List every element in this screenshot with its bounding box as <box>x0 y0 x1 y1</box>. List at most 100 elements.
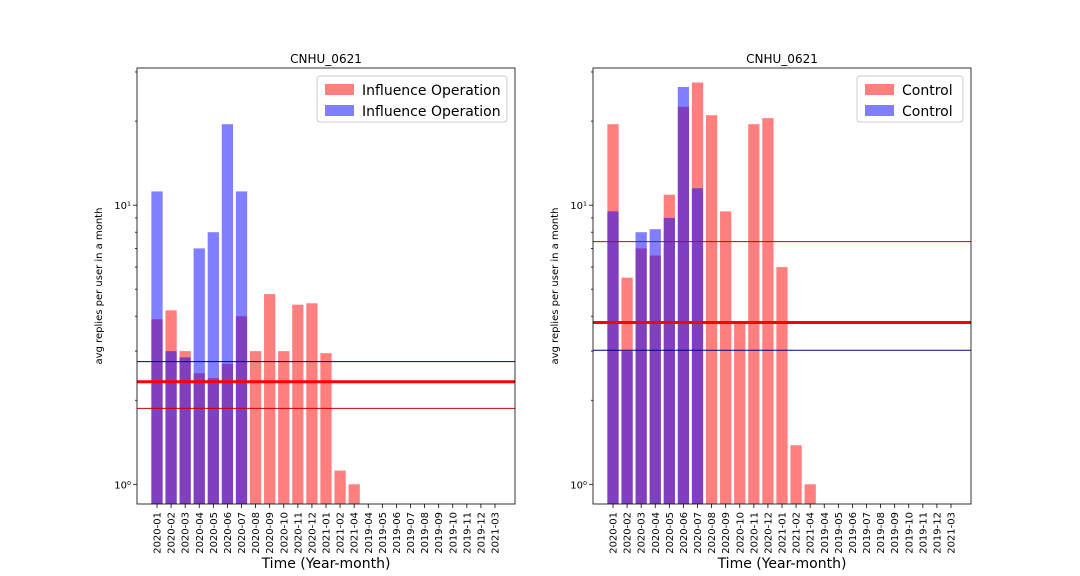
bar-red-2020-11 <box>748 124 760 504</box>
y-tick-label: 10⁰ <box>570 480 587 491</box>
legend-box <box>316 75 508 123</box>
x-tick-label: 2019-11 <box>918 512 929 554</box>
x-tick-label: 2020-03 <box>181 512 192 554</box>
bar-blue-2020-02 <box>621 351 633 504</box>
bar-red-2020-12 <box>306 303 318 504</box>
x-tick-label: 2021-04 <box>806 512 817 554</box>
x-tick-label: 2019-04 <box>364 512 375 554</box>
bar-red-2020-10 <box>734 322 746 504</box>
chart-title: CNHU_0621 <box>746 52 818 66</box>
x-tick-label: 2020-10 <box>735 512 746 554</box>
x-tick-label: 2020-06 <box>223 512 234 554</box>
x-tick-label: 2019-09 <box>890 512 901 554</box>
bar-red-2020-09 <box>720 211 732 504</box>
legend-swatch-blue <box>865 105 894 116</box>
y-tick-label: 10¹ <box>114 201 131 212</box>
x-tick-label: 2019-07 <box>406 512 417 554</box>
x-tick-label: 2020-05 <box>665 512 676 554</box>
x-tick-label: 2019-06 <box>392 512 403 554</box>
x-tick-label: 2021-02 <box>792 512 803 554</box>
chart-panel-2: 2020-01 2020-02 2020-03 2020-04 2020-05 2020-… <box>550 52 972 572</box>
legend-swatch-red <box>865 84 894 95</box>
x-tick-label: 2020-07 <box>693 512 704 554</box>
x-tick-label: 2020-12 <box>763 512 774 554</box>
bar-blue-2020-04 <box>649 229 661 505</box>
x-tick-label: 2019-05 <box>378 512 389 554</box>
x-tick-label: 2020-04 <box>195 512 206 554</box>
x-tick-label: 2020-08 <box>707 512 718 554</box>
x-tick-label: 2019-07 <box>862 512 873 554</box>
x-tick-label: 2020-04 <box>651 512 662 554</box>
x-tick-label: 2021-01 <box>778 512 789 554</box>
x-tick-label: 2020-11 <box>749 512 760 554</box>
bar-blue-2020-01 <box>151 191 163 504</box>
chart-panel-1: 2020-01 2020-02 2020-03 2020-04 2020-05 2020-… <box>94 52 516 572</box>
bar-blue-2020-06 <box>221 124 234 504</box>
x-tick-label: 2019-08 <box>876 512 887 554</box>
x-tick-label: 2021-02 <box>336 512 347 554</box>
bar-blue-2020-03 <box>635 232 647 504</box>
x-tick-label: 2021-01 <box>322 512 333 554</box>
bar-red-2020-09 <box>264 294 276 504</box>
x-tick-label: 2019-12 <box>932 512 943 554</box>
bar-blue-2020-01 <box>607 211 619 504</box>
legend-label: Control <box>902 83 953 99</box>
bar-blue-2020-07 <box>691 188 704 504</box>
x-axis-label: Time (Year-month) <box>261 556 391 572</box>
bar-blue-2020-06 <box>677 87 690 504</box>
x-tick-label: 2020-11 <box>293 512 304 554</box>
x-tick-label: 2019-09 <box>434 512 445 554</box>
legend-label: Influence Operation <box>362 104 501 120</box>
x-tick-label: 2020-05 <box>209 512 220 554</box>
x-tick-label: 2020-07 <box>237 512 248 554</box>
x-tick-label: 2021-03 <box>947 512 958 554</box>
x-tick-label: 2021-03 <box>491 512 502 554</box>
x-tick-label: 2020-12 <box>307 512 318 554</box>
bar-blue-2020-02 <box>165 351 177 504</box>
legend-label: Control <box>902 104 953 120</box>
bar-blue-2020-04 <box>193 248 205 504</box>
x-tick-label: 2019-04 <box>820 512 831 554</box>
x-axis-label: Time (Year-month) <box>717 556 847 572</box>
x-tick-label: 2020-03 <box>637 512 648 554</box>
x-tick-label: 2020-10 <box>279 512 290 554</box>
x-tick-label: 2020-09 <box>721 512 732 554</box>
x-tick-label: 2020-01 <box>153 512 164 554</box>
x-tick-label: 2020-02 <box>623 512 634 554</box>
bar-red-2020-08 <box>249 351 262 504</box>
bar-red-2021-02 <box>334 470 346 504</box>
x-tick-label: 2019-12 <box>476 512 487 554</box>
y-tick-label: 10¹ <box>570 201 587 212</box>
x-tick-label: 2020-09 <box>265 512 276 554</box>
bar-red-2020-08 <box>705 115 718 505</box>
x-tick-label: 2019-05 <box>834 512 845 554</box>
x-tick-label: 2021-04 <box>350 512 361 554</box>
x-tick-label: 2020-06 <box>679 512 690 554</box>
chart-title: CNHU_0621 <box>290 52 362 66</box>
legend: Control Control <box>856 75 964 123</box>
bar-red-2021-02 <box>790 445 802 504</box>
bar-blue-2020-05 <box>207 232 219 504</box>
legend-label: Influence Operation <box>362 83 501 99</box>
bar-red-2021-04 <box>348 484 360 504</box>
legend-swatch-blue <box>325 105 354 116</box>
x-tick-label: 2019-11 <box>462 512 473 554</box>
x-tick-label: 2020-02 <box>167 512 178 554</box>
bar-red-2021-01 <box>320 353 332 504</box>
x-tick-label: 2019-10 <box>448 512 459 554</box>
legend-swatch-red <box>325 84 354 95</box>
y-tick-label: 10⁰ <box>114 480 131 491</box>
bar-red-2020-12 <box>762 118 774 504</box>
y-axis-label: avg replies per user in a month <box>94 208 105 365</box>
bar-red-2020-11 <box>292 304 304 504</box>
bar-red-2020-10 <box>278 351 290 504</box>
bar-red-2021-01 <box>776 267 788 504</box>
x-tick-label: 2020-08 <box>251 512 262 554</box>
bar-blue-2020-03 <box>179 357 191 504</box>
x-tick-label: 2020-01 <box>609 512 620 554</box>
y-axis-label: avg replies per user in a month <box>550 208 561 365</box>
bar-blue-2020-05 <box>663 217 675 504</box>
bar-blue-2020-07 <box>235 191 248 504</box>
x-tick-label: 2019-08 <box>420 512 431 554</box>
